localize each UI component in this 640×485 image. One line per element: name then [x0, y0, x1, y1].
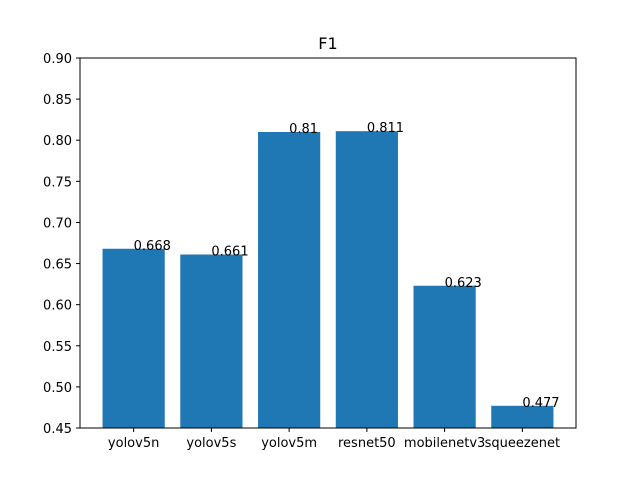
y-tick-label: 0.70	[43, 216, 72, 231]
x-tick-label: yolov5n	[108, 436, 159, 451]
y-tick-label: 0.80	[43, 134, 72, 149]
y-tick-label: 0.60	[43, 299, 72, 314]
plot-frame	[79, 57, 577, 429]
x-tick-label: yolov5s	[186, 436, 236, 451]
y-tick-label: 0.50	[43, 381, 72, 396]
data-label-yolov5m: 0.81	[289, 122, 318, 137]
bar-yolov5m	[258, 132, 321, 428]
data-label-resnet50: 0.811	[367, 121, 404, 136]
chart-title: F1	[318, 34, 337, 53]
data-label-squeezenet: 0.477	[522, 396, 559, 411]
y-tick-label: 0.45	[43, 422, 72, 437]
bar-yolov5n	[102, 248, 165, 428]
y-tick-label: 0.85	[43, 93, 72, 108]
x-tick-label: mobilenetv3	[404, 436, 485, 451]
bar-yolov5s	[180, 254, 243, 428]
x-tick-label: resnet50	[338, 436, 396, 451]
x-tick-label: yolov5m	[261, 436, 317, 451]
data-label-yolov5n: 0.668	[134, 239, 171, 254]
y-tick-label: 0.55	[43, 340, 72, 355]
data-label-mobilenetv3: 0.623	[445, 276, 482, 291]
y-tick-label: 0.75	[43, 175, 72, 190]
x-tick-label: squeezenet	[485, 436, 560, 451]
y-tick-label: 0.65	[43, 258, 72, 273]
bar-squeezenet	[491, 405, 554, 428]
bar-resnet50	[335, 131, 398, 428]
bar-mobilenetv3	[413, 285, 476, 428]
y-tick-label: 0.90	[43, 52, 72, 67]
data-label-yolov5s: 0.661	[211, 245, 248, 260]
